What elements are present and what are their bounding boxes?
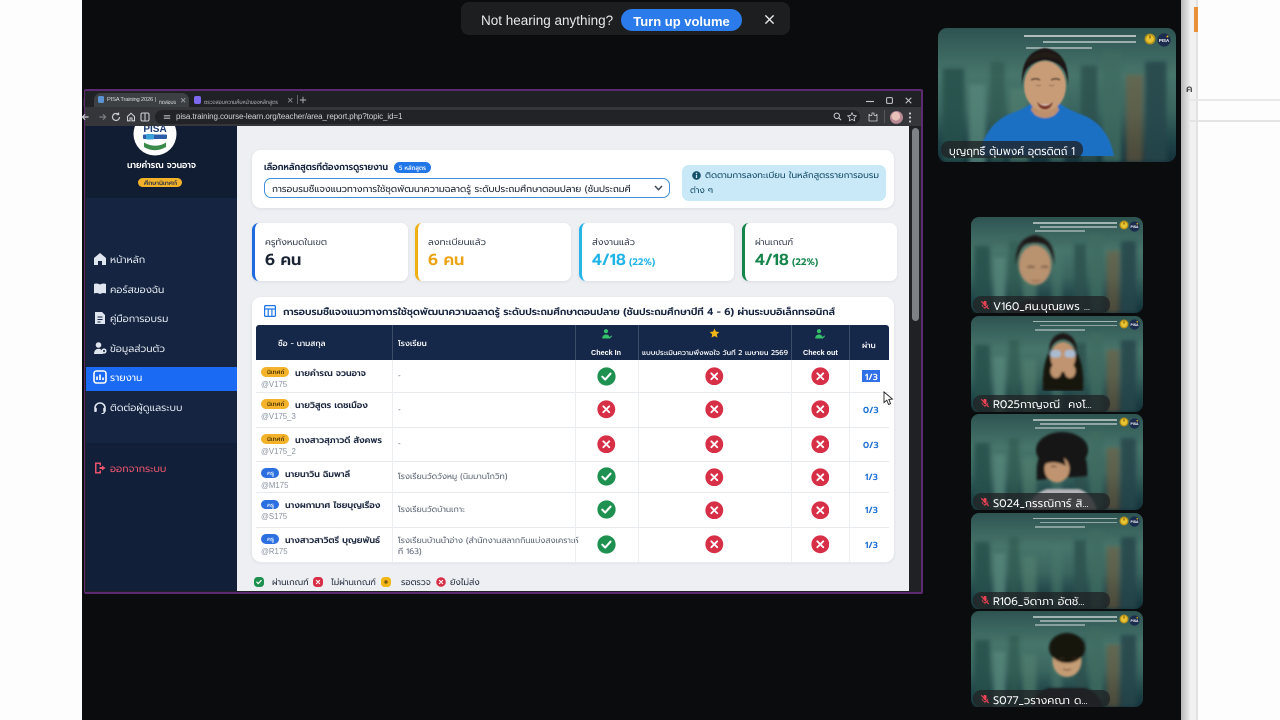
svg-text:PISA: PISA <box>1130 619 1139 623</box>
svg-text:PISA: PISA <box>1130 520 1139 524</box>
svg-text:PISA: PISA <box>1130 225 1139 229</box>
svg-text:PISA: PISA <box>1130 422 1139 426</box>
svg-text:PISA: PISA <box>143 126 166 135</box>
svg-text:PISA: PISA <box>1159 38 1170 43</box>
svg-text:PISA: PISA <box>1130 323 1139 327</box>
